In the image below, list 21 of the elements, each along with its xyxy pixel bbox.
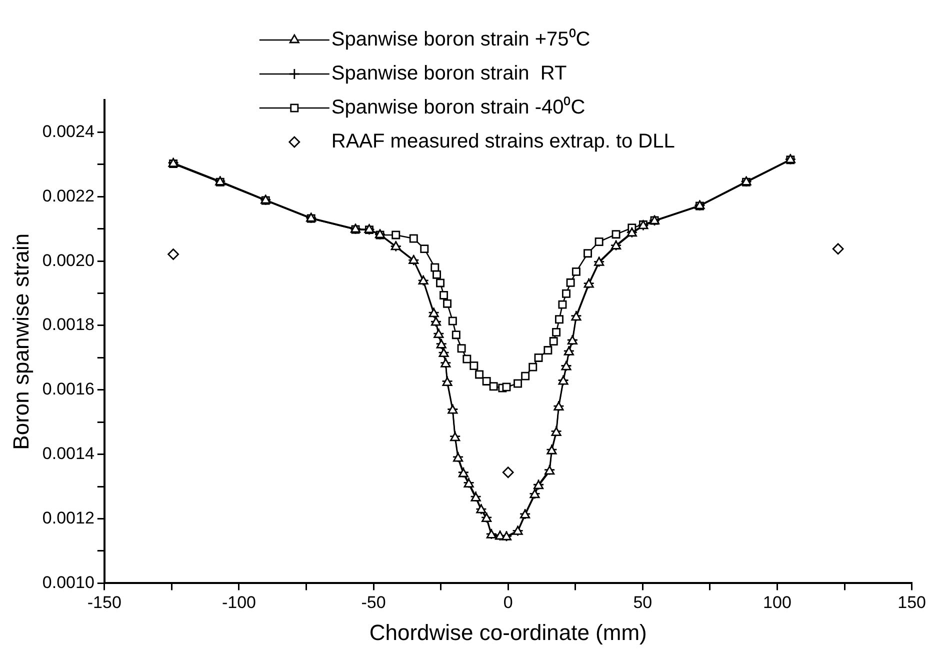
y-axis-title: Boron spanwise strain xyxy=(8,233,34,450)
y-tick-label: 0.0020 xyxy=(42,250,94,270)
y-tick-label: 0.0018 xyxy=(42,315,94,334)
x-tick-label: -100 xyxy=(222,593,256,612)
y-tick-label: 0.0024 xyxy=(42,122,94,141)
x-axis-title: Chordwise co-ordinate (mm) xyxy=(369,620,647,645)
y-tick-label: 0.0016 xyxy=(42,380,94,399)
x-tick-label: 0 xyxy=(503,593,513,612)
y-tick-label: 0.0010 xyxy=(42,572,94,592)
x-tick-label: 50 xyxy=(633,593,652,612)
x-tick-label: -50 xyxy=(361,593,386,612)
legend-label: RAAF measured strains extrap. to DLL xyxy=(331,130,675,153)
x-tick-label: 100 xyxy=(763,593,792,612)
legend-label: Spanwise boron strain +75⁰C xyxy=(331,28,590,51)
x-tick-label: -150 xyxy=(87,593,122,612)
y-tick-label: 0.0012 xyxy=(42,508,94,528)
legend-label: Spanwise boron strain RT xyxy=(331,62,567,85)
x-tick-label: 150 xyxy=(898,593,926,612)
y-tick-label: 0.0014 xyxy=(42,444,94,464)
legend-label: Spanwise boron strain -40⁰C xyxy=(331,96,586,119)
y-tick-label: 0.0022 xyxy=(42,186,94,206)
